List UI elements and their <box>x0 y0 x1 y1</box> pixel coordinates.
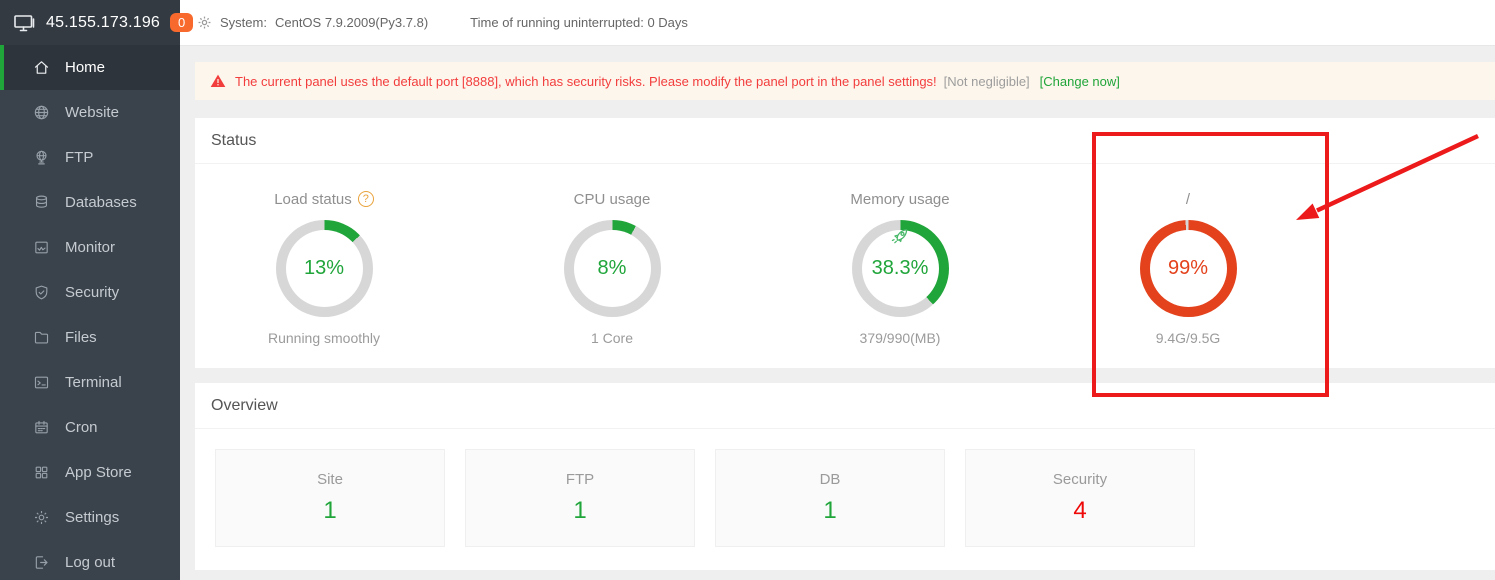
gauge-caption: Running smoothly <box>267 330 381 346</box>
card-label: FTP <box>565 471 595 488</box>
sidebar-item-label: FTP <box>65 149 94 166</box>
sidebar-item-databases[interactable]: Databases <box>0 180 180 225</box>
gauge-caption: 379/990(MB) <box>859 330 941 346</box>
terminal-icon <box>34 376 49 389</box>
sidebar-item-label: Databases <box>65 194 137 211</box>
sidebar-item-label: Cron <box>65 419 98 436</box>
sidebar-item-label: App Store <box>65 464 132 481</box>
home-icon <box>34 61 49 74</box>
rocket-icon <box>891 229 908 244</box>
system-label: System: <box>220 15 267 30</box>
sidebar-item-settings[interactable]: Settings <box>0 495 180 540</box>
sidebar-item-ftp[interactable]: FTP <box>0 135 180 180</box>
status-panel: Status Load status ? 13% Running smoothl… <box>195 118 1495 368</box>
overview-panel: Overview Site 1 FTP 1 DB 1 Security 4 <box>195 383 1495 570</box>
card-label: Site <box>317 471 343 488</box>
logout-icon <box>35 556 48 569</box>
sidebar-item-label: Terminal <box>65 374 122 391</box>
sidebar-item-label: Home <box>65 59 106 76</box>
memory-usage-gauge: Memory usage 38.3% 379/990(MB) <box>756 188 1044 347</box>
sidebar: Home Website FTP Databases Monitor Secur… <box>0 45 180 580</box>
alert-change-now-link[interactable]: [Change now] <box>1039 73 1120 89</box>
card-value[interactable]: 1 <box>573 497 587 524</box>
load-status-gauge: Load status ? 13% Running smoothly <box>180 188 468 347</box>
ftp-globe-icon <box>36 150 47 165</box>
gauges-row: Load status ? 13% Running smoothly CPU u… <box>180 164 1495 346</box>
database-icon <box>35 195 48 208</box>
alert-dismiss-link[interactable]: [Not negligible] <box>943 73 1030 89</box>
cpu-usage-gauge: CPU usage 8% 1 Core <box>468 188 756 346</box>
sidebar-item-label: Website <box>65 104 119 121</box>
cpu-donut-chart: 8% <box>563 220 661 317</box>
gauge-value: 13% <box>303 257 345 279</box>
sidebar-item-app-store[interactable]: App Store <box>0 450 180 495</box>
sidebar-item-terminal[interactable]: Terminal <box>0 360 180 405</box>
folder-icon <box>34 331 49 344</box>
card-label: DB <box>819 471 841 488</box>
grid-icon <box>35 466 48 479</box>
security-alert-banner: The current panel uses the default port … <box>195 62 1495 100</box>
globe-icon <box>34 105 49 120</box>
sidebar-item-label: Files <box>65 329 97 346</box>
gauge-title: Load status <box>274 190 352 208</box>
status-panel-title: Status <box>195 118 1495 164</box>
card-value[interactable]: 1 <box>823 497 837 524</box>
site-card[interactable]: Site 1 <box>215 449 445 547</box>
top-bar: System: CentOS 7.9.2009(Py3.7.8) Time of… <box>180 0 1495 46</box>
sidebar-item-label: Log out <box>65 554 116 571</box>
sidebar-item-website[interactable]: Website <box>0 90 180 135</box>
db-card[interactable]: DB 1 <box>715 449 945 547</box>
gauge-title: CPU usage <box>573 190 651 208</box>
sidebar-item-label: Monitor <box>65 239 116 256</box>
gauge-caption: 9.4G/9.5G <box>1155 330 1221 346</box>
ftp-card[interactable]: FTP 1 <box>465 449 695 547</box>
sidebar-item-files[interactable]: Files <box>0 315 180 360</box>
load-donut-chart: 13% <box>275 220 373 317</box>
sidebar-item-log-out[interactable]: Log out <box>0 540 180 580</box>
main-content: The current panel uses the default port … <box>180 46 1495 580</box>
system-value: CentOS 7.9.2009(Py3.7.8) <box>274 15 429 30</box>
disk-donut-chart: 99% <box>1139 220 1237 317</box>
server-monitor-icon <box>14 14 35 31</box>
card-label: Security <box>1052 471 1108 488</box>
gauge-caption: 1 Core <box>590 330 634 346</box>
card-value[interactable]: 4 <box>1073 497 1087 524</box>
gauge-value: 38.3% <box>871 257 929 279</box>
monitor-chart-icon <box>35 241 48 254</box>
shield-check-icon <box>35 285 48 300</box>
server-ip: 45.155.173.196 <box>46 13 161 31</box>
memory-donut-chart: 38.3% <box>851 220 949 317</box>
sidebar-item-label: Settings <box>65 509 120 526</box>
disk-usage-gauge: / 99% 9.4G/9.5G <box>1044 188 1332 346</box>
overview-panel-title: Overview <box>195 383 1495 429</box>
server-ip-block[interactable]: 45.155.173.196 0 <box>0 0 194 45</box>
sidebar-item-home[interactable]: Home <box>0 45 180 90</box>
card-value[interactable]: 1 <box>323 497 337 524</box>
help-icon[interactable]: ? <box>357 191 374 207</box>
uptime-text: Time of running uninterrupted: 0 Days <box>470 15 688 30</box>
message-count-badge[interactable]: 0 <box>170 13 194 32</box>
gauge-value: 99% <box>1167 257 1209 279</box>
overview-cards-row: Site 1 FTP 1 DB 1 Security 4 <box>195 429 1495 547</box>
gauge-title: / <box>1185 190 1191 208</box>
gauge-title: Memory usage <box>850 190 950 208</box>
alert-message: The current panel uses the default port … <box>235 73 937 89</box>
sidebar-item-monitor[interactable]: Monitor <box>0 225 180 270</box>
security-card[interactable]: Security 4 <box>965 449 1195 547</box>
settings-gear-icon <box>34 510 49 525</box>
sidebar-item-label: Security <box>65 284 120 301</box>
gauge-value: 8% <box>597 257 627 279</box>
sidebar-item-cron[interactable]: Cron <box>0 405 180 450</box>
sidebar-item-security[interactable]: Security <box>0 270 180 315</box>
calendar-icon <box>35 420 48 434</box>
warning-triangle-icon <box>210 74 226 87</box>
gear-icon <box>198 16 211 29</box>
